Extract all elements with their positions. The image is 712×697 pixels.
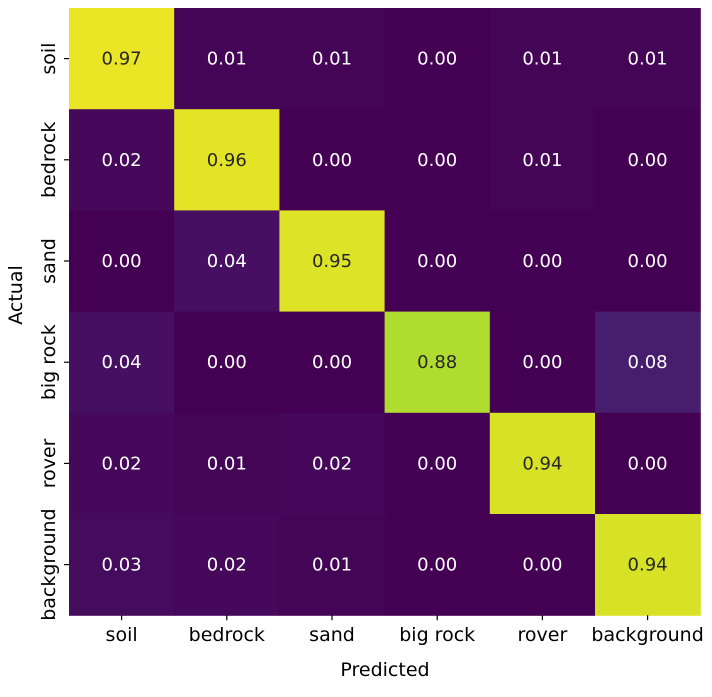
heatmap-cell-5-1: [174, 514, 280, 616]
cell-value-2-2: 0.95: [312, 251, 352, 272]
x-tick-label: bedrock: [189, 624, 265, 646]
cell-annotations: 0.97 0.01 0.01 0.00 0.01 0.01 0.02 0.96 0.00 0.00…: [102, 49, 668, 576]
x-tick-label: background: [591, 624, 703, 646]
cell-value-4-3: 0.00: [417, 453, 457, 474]
heatmap-cell-5-3: [384, 514, 491, 616]
y-tick-label: soil: [38, 43, 60, 75]
cell-value-1-2: 0.00: [312, 150, 352, 171]
cell-value-1-4: 0.01: [522, 150, 562, 171]
cell-value-0-3: 0.00: [417, 49, 457, 70]
heatmap-cell-2-3: [384, 210, 491, 313]
heatmap-cell-3-0: [69, 311, 175, 414]
heatmap-cell-1-2: [279, 109, 386, 211]
y-tick-label: rover: [38, 438, 60, 488]
heatmap-cell-4-0: [69, 412, 175, 515]
cell-value-2-0: 0.00: [102, 251, 142, 272]
cell-value-3-4: 0.00: [522, 352, 562, 373]
heatmap-cell-4-4: [489, 412, 596, 515]
cell-value-3-5: 0.08: [628, 352, 668, 373]
cell-value-4-1: 0.01: [207, 453, 247, 474]
heatmap-cell-1-0: [69, 109, 175, 211]
heatmap-cell-3-2: [279, 311, 386, 414]
heatmap-cell-1-3: [384, 109, 491, 211]
heatmap-cell-0-3: [384, 8, 491, 110]
heatmap-cell-1-1: [174, 109, 280, 211]
y-tick-label: bedrock: [38, 122, 60, 198]
x-tick-label: big rock: [399, 624, 475, 646]
cell-value-5-2: 0.01: [312, 555, 352, 576]
cell-value-2-4: 0.00: [522, 251, 562, 272]
cell-value-4-4: 0.94: [522, 453, 562, 474]
y-axis-ticks: soil bedrock sand big rock rover background: [38, 43, 69, 621]
cell-value-1-0: 0.02: [102, 150, 142, 171]
cell-value-0-4: 0.01: [522, 49, 562, 70]
heatmap-cell-0-5: [595, 8, 701, 110]
cell-value-5-0: 0.03: [102, 555, 142, 576]
heatmap-cell-5-4: [489, 514, 596, 616]
heatmap-cell-2-5: [595, 210, 701, 313]
cell-value-1-5: 0.00: [628, 150, 668, 171]
heatmap-cell-2-2: [279, 210, 386, 313]
cell-value-3-1: 0.00: [207, 352, 247, 373]
y-tick-label: big rock: [38, 324, 60, 400]
cell-value-2-1: 0.04: [207, 251, 247, 272]
y-tick-label: sand: [38, 238, 60, 284]
x-axis-label: Predicted: [340, 659, 429, 681]
cell-value-0-5: 0.01: [628, 49, 668, 70]
cell-value-5-1: 0.02: [207, 555, 247, 576]
cell-value-2-5: 0.00: [628, 251, 668, 272]
heatmap-cell-2-1: [174, 210, 280, 313]
heatmap-cell-5-2: [279, 514, 386, 616]
cell-value-0-2: 0.01: [312, 49, 352, 70]
cell-value-5-4: 0.00: [522, 555, 562, 576]
heatmap-cell-4-5: [595, 412, 701, 515]
cell-value-3-2: 0.00: [312, 352, 352, 373]
cell-value-0-1: 0.01: [207, 49, 247, 70]
cell-value-5-5: 0.94: [628, 555, 668, 576]
heatmap-cell-2-4: [489, 210, 596, 313]
heatmap-cell-3-3: [384, 311, 491, 414]
heatmap-cell-5-5: [595, 514, 701, 616]
cell-value-1-3: 0.00: [417, 150, 457, 171]
heatmap-cell-0-1: [174, 8, 280, 110]
heatmap-cell-5-0: [69, 514, 175, 616]
y-tick-label: background: [38, 508, 60, 620]
cell-value-3-3: 0.88: [417, 352, 457, 373]
cell-value-2-3: 0.00: [417, 251, 457, 272]
x-axis-ticks: soil bedrock sand big rock rover background: [106, 615, 704, 646]
heatmap-cell-3-1: [174, 311, 280, 414]
heatmap-cell-0-2: [279, 8, 386, 110]
heatmap-cell-4-3: [384, 412, 491, 515]
x-tick-label: sand: [309, 624, 355, 646]
cell-value-0-0: 0.97: [102, 49, 142, 70]
y-axis-label: Actual: [5, 265, 27, 325]
heatmap-cell-1-4: [489, 109, 596, 211]
heatmap-cell-4-2: [279, 412, 386, 515]
heatmap-cell-3-5: [595, 311, 701, 414]
heatmap-cell-0-0: [69, 8, 175, 110]
heatmap-cell-0-4: [489, 8, 596, 110]
x-tick-label: soil: [106, 624, 138, 646]
heatmap-cells: [69, 8, 701, 616]
cell-value-4-5: 0.00: [628, 453, 668, 474]
heatmap-cell-1-5: [595, 109, 701, 211]
cell-value-5-3: 0.00: [417, 555, 457, 576]
x-tick-label: rover: [518, 624, 568, 646]
cell-value-1-1: 0.96: [207, 150, 247, 171]
heatmap-cell-3-4: [489, 311, 596, 414]
cell-value-4-2: 0.02: [312, 453, 352, 474]
heatmap-cell-2-0: [69, 210, 175, 313]
cell-value-3-0: 0.04: [102, 352, 142, 373]
cell-value-4-0: 0.02: [102, 453, 142, 474]
heatmap-cell-4-1: [174, 412, 280, 515]
